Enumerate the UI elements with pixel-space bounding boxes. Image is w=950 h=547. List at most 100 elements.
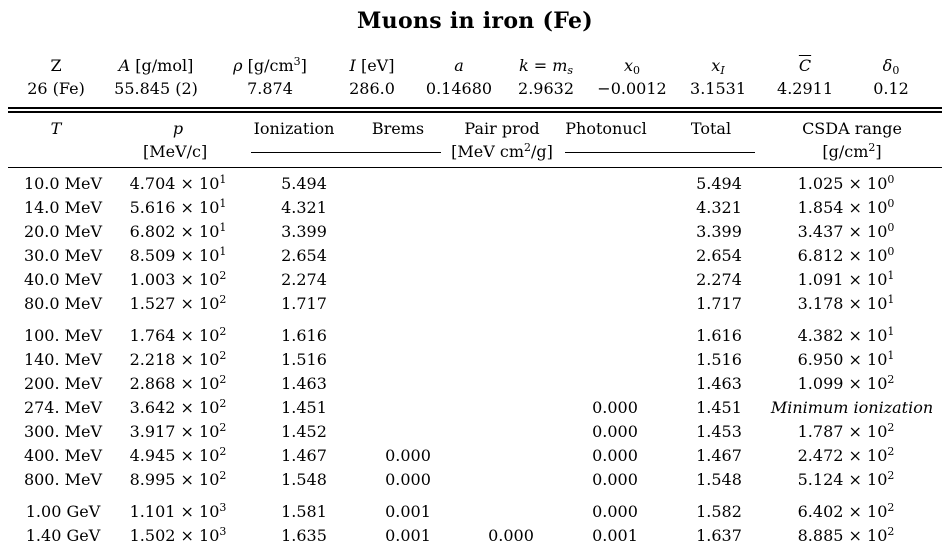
cell-t: 1.00 GeV [25, 502, 101, 521]
cell-t: 80.0 MeV [23, 294, 103, 313]
col-header-brems: Brems [371, 119, 425, 138]
cell-total: 2.654 [696, 246, 742, 265]
col-header-t: T [50, 119, 62, 138]
csda-unit-label: [g/cm2] [822, 141, 882, 161]
cell-brems: 0.001 [385, 526, 431, 545]
cell-total: 1.582 [696, 502, 742, 521]
param-z-header: Z [50, 56, 62, 75]
cell-csda: 8.885 × 102 [797, 525, 895, 545]
cell-p: 2.218 × 102 [129, 349, 227, 369]
cell-ionization: 2.274 [281, 270, 327, 289]
cell-ionization: 1.516 [281, 350, 327, 369]
cell-t: 300. MeV [23, 422, 103, 441]
cell-total: 5.494 [696, 174, 742, 193]
cell-total: 1.637 [696, 526, 742, 545]
cell-total: 1.548 [696, 470, 742, 489]
cell-photonucl: 0.000 [592, 502, 638, 521]
double-rule-bottom [8, 111, 942, 113]
cell-total: 1.467 [696, 446, 742, 465]
param-i-value: 286.0 [349, 79, 395, 98]
cell-ionization: 1.717 [281, 294, 327, 313]
param-z-value: 26 (Fe) [27, 79, 85, 98]
cell-p: 4.704 × 101 [129, 173, 227, 193]
cell-p: 1.003 × 102 [129, 269, 227, 289]
cell-p: 1.502 × 103 [129, 525, 227, 545]
cell-p: 3.642 × 102 [129, 397, 227, 417]
cell-total: 2.274 [696, 270, 742, 289]
param-xi-value: 3.1531 [690, 79, 746, 98]
cell-ionization: 4.321 [281, 198, 327, 217]
cell-csda: 1.787 × 102 [797, 421, 895, 441]
cell-csda: 6.402 × 102 [797, 501, 895, 521]
cell-note-min-ionization: Minimum ionization [770, 398, 934, 417]
col-header-p: p [172, 119, 184, 138]
cell-photonucl: 0.000 [592, 422, 638, 441]
param-k-value: 2.9632 [518, 79, 574, 98]
cell-csda: 2.472 × 102 [797, 445, 895, 465]
cell-ionization: 1.548 [281, 470, 327, 489]
col-header-p-unit: [MeV/c] [143, 142, 208, 161]
cell-csda: 3.178 × 101 [797, 293, 895, 313]
cell-total: 1.717 [696, 294, 742, 313]
cell-total: 1.616 [696, 326, 742, 345]
double-rule-top [8, 107, 942, 109]
cell-csda: 1.025 × 100 [797, 173, 895, 193]
loss-unit-label: [MeV cm2/g] [451, 141, 553, 161]
param-rho-value: 7.874 [247, 79, 293, 98]
cell-csda: 3.437 × 100 [797, 221, 895, 241]
param-cbar-value: 4.2911 [777, 79, 833, 98]
param-k-header: k = ms [518, 56, 574, 77]
cell-ionization: 1.452 [281, 422, 327, 441]
cell-csda: 1.099 × 102 [797, 373, 895, 393]
cell-p: 5.616 × 101 [129, 197, 227, 217]
cell-ionization: 3.399 [281, 222, 327, 241]
cell-t: 40.0 MeV [23, 270, 103, 289]
param-x0-value: −0.0012 [597, 79, 667, 98]
cell-total: 1.453 [696, 422, 742, 441]
cell-p: 2.868 × 102 [129, 373, 227, 393]
param-i-header: I [eV] [349, 56, 395, 75]
cell-t: 140. MeV [23, 350, 103, 369]
cell-csda: 1.854 × 100 [797, 197, 895, 217]
cell-ionization: 1.467 [281, 446, 327, 465]
param-delta-value: 0.12 [873, 79, 909, 98]
cell-t: 30.0 MeV [23, 246, 103, 265]
cell-p: 1.527 × 102 [129, 293, 227, 313]
cell-photonucl: 0.001 [592, 526, 638, 545]
cell-t: 100. MeV [23, 326, 103, 345]
header-rule [8, 167, 942, 169]
cell-total: 3.399 [696, 222, 742, 241]
cell-csda: 1.091 × 101 [797, 269, 895, 289]
cell-p: 8.509 × 101 [129, 245, 227, 265]
col-header-photonucl: Photonucl [565, 119, 647, 138]
cell-t: 1.40 GeV [25, 526, 101, 545]
cell-p: 6.802 × 101 [129, 221, 227, 241]
cell-csda: 4.382 × 101 [797, 325, 895, 345]
param-xi-header: xI [711, 56, 725, 77]
cell-total: 1.516 [696, 350, 742, 369]
cell-photonucl: 0.000 [592, 446, 638, 465]
cell-t: 20.0 MeV [23, 222, 103, 241]
cell-total: 4.321 [696, 198, 742, 217]
cell-pair: 0.000 [488, 526, 534, 545]
cell-t: 14.0 MeV [23, 198, 103, 217]
param-a-header: A [g/mol] [118, 56, 194, 75]
cell-t: 400. MeV [23, 446, 103, 465]
cell-p: 1.764 × 102 [129, 325, 227, 345]
col-header-csda: CSDA range [802, 119, 902, 138]
col-header-total: Total [690, 119, 732, 138]
param-cbar-header: C [798, 56, 812, 75]
cell-ionization: 1.581 [281, 502, 327, 521]
cell-t: 274. MeV [23, 398, 103, 417]
cell-brems: 0.001 [385, 502, 431, 521]
cell-ionization: 1.463 [281, 374, 327, 393]
cell-csda: 5.124 × 102 [797, 469, 895, 489]
cell-brems: 0.000 [385, 470, 431, 489]
cell-t: 200. MeV [23, 374, 103, 393]
unit-rule-left [251, 152, 441, 154]
param-x0-header: x0 [623, 56, 641, 77]
cell-ionization: 1.635 [281, 526, 327, 545]
cell-photonucl: 0.000 [592, 470, 638, 489]
cell-p: 8.995 × 102 [129, 469, 227, 489]
cell-ionization: 1.451 [281, 398, 327, 417]
